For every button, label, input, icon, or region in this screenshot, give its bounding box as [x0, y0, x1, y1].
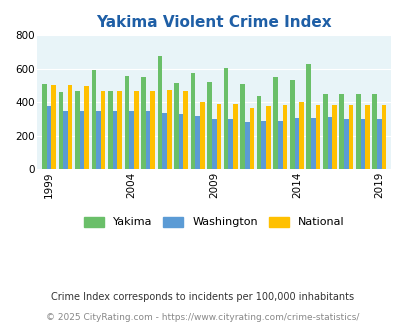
Bar — [63, 111, 68, 169]
Bar — [124, 76, 129, 169]
Bar — [355, 93, 360, 169]
Bar — [315, 105, 320, 169]
Bar — [75, 91, 79, 169]
Text: © 2025 CityRating.com - https://www.cityrating.com/crime-statistics/: © 2025 CityRating.com - https://www.city… — [46, 313, 359, 322]
Bar — [47, 106, 51, 169]
Bar — [289, 81, 294, 169]
Bar — [117, 91, 121, 169]
Bar — [240, 84, 244, 169]
Bar — [211, 119, 216, 169]
Bar — [360, 119, 364, 169]
Bar — [141, 77, 145, 169]
Bar — [273, 77, 277, 169]
Bar — [129, 112, 134, 169]
Bar — [216, 104, 221, 169]
Bar — [371, 93, 376, 169]
Bar — [183, 91, 188, 169]
Bar — [261, 121, 265, 169]
Bar — [113, 112, 117, 169]
Bar — [207, 82, 211, 169]
Bar — [249, 108, 254, 169]
Bar — [277, 121, 282, 169]
Bar — [96, 112, 100, 169]
Bar — [348, 105, 352, 169]
Bar — [150, 90, 155, 169]
Bar — [282, 105, 286, 169]
Bar — [223, 68, 228, 169]
Bar — [298, 102, 303, 169]
Bar — [51, 85, 56, 169]
Bar — [100, 91, 105, 169]
Bar — [228, 119, 232, 169]
Bar — [68, 85, 72, 169]
Bar — [174, 83, 178, 169]
Bar — [339, 93, 343, 169]
Bar — [343, 119, 348, 169]
Legend: Yakima, Washington, National: Yakima, Washington, National — [79, 212, 348, 232]
Bar — [331, 105, 336, 169]
Bar — [256, 96, 261, 169]
Bar — [364, 105, 369, 169]
Bar — [232, 104, 237, 169]
Bar — [327, 117, 331, 169]
Bar — [265, 106, 270, 169]
Bar — [306, 64, 310, 169]
Bar — [244, 122, 249, 169]
Bar — [79, 112, 84, 169]
Bar — [310, 118, 315, 169]
Title: Yakima Violent Crime Index: Yakima Violent Crime Index — [96, 15, 331, 30]
Bar — [145, 112, 150, 169]
Bar — [166, 90, 171, 169]
Bar — [178, 114, 183, 169]
Bar — [134, 91, 138, 169]
Text: Crime Index corresponds to incidents per 100,000 inhabitants: Crime Index corresponds to incidents per… — [51, 292, 354, 302]
Bar — [376, 119, 381, 169]
Bar — [162, 113, 166, 169]
Bar — [195, 116, 200, 169]
Bar — [157, 56, 162, 169]
Bar — [294, 118, 298, 169]
Bar — [322, 94, 327, 169]
Bar — [58, 92, 63, 169]
Bar — [92, 70, 96, 169]
Bar — [108, 90, 113, 169]
Bar — [42, 84, 47, 169]
Bar — [381, 105, 386, 169]
Bar — [200, 102, 204, 169]
Bar — [190, 73, 195, 169]
Bar — [84, 85, 89, 169]
